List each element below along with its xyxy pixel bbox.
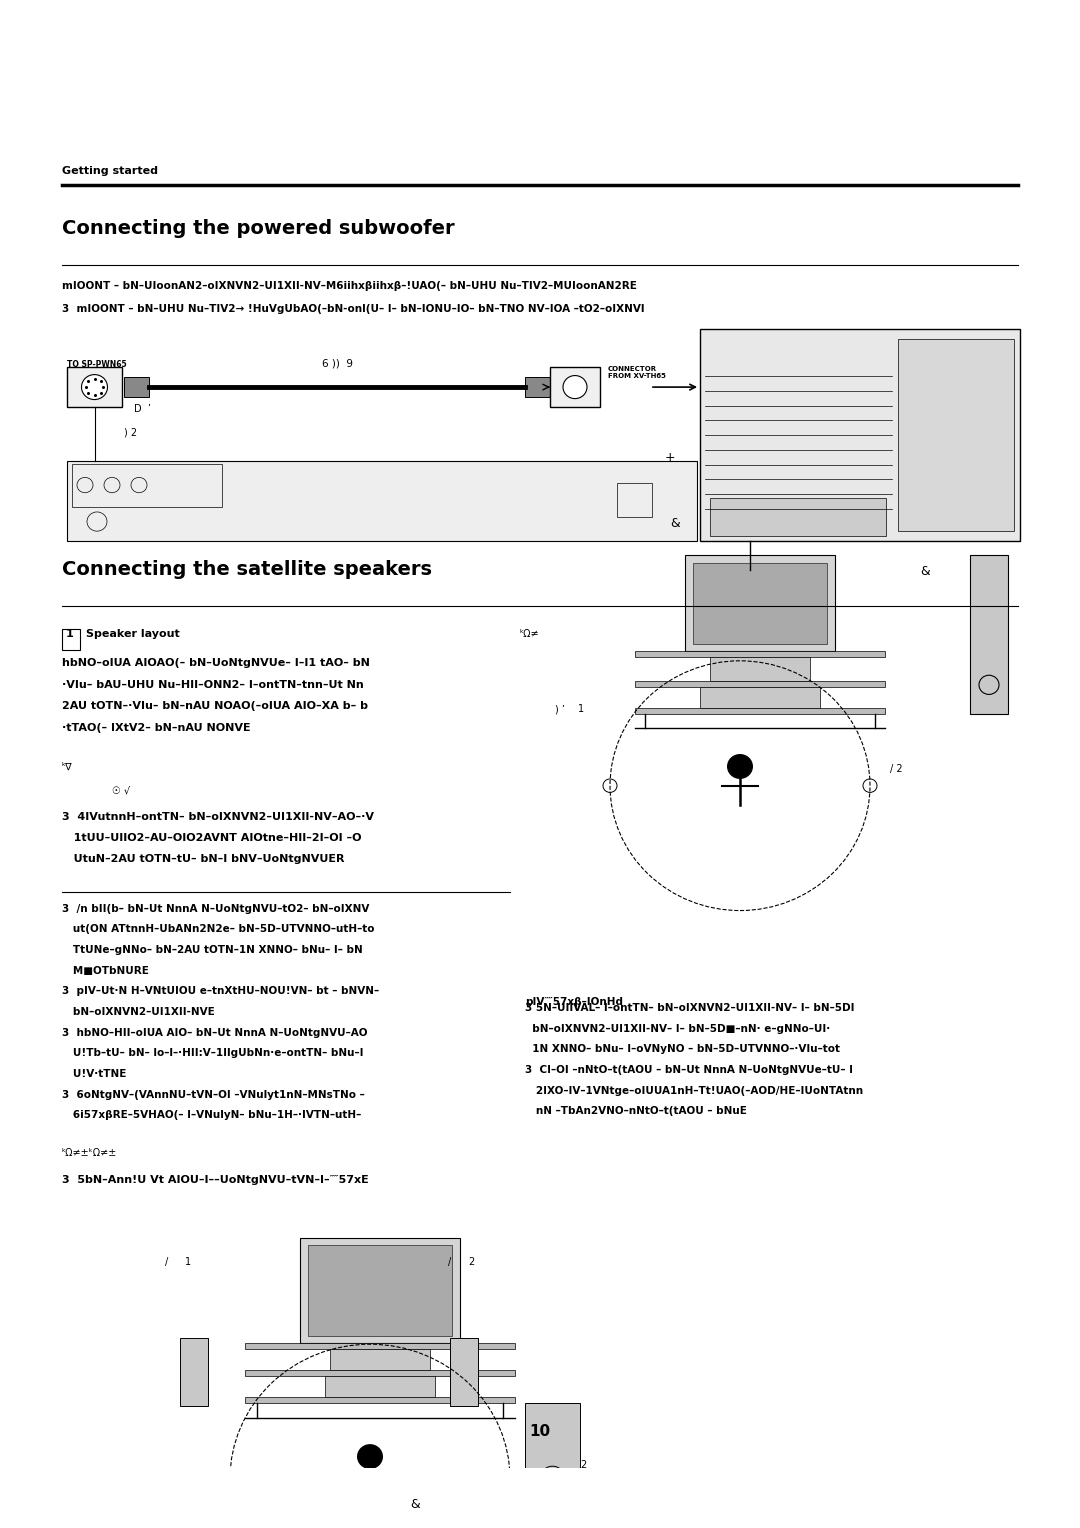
Text: &: & [670, 516, 679, 530]
Text: U!V·tTNE: U!V·tTNE [62, 1070, 126, 1079]
Text: D  ’: D ’ [134, 405, 151, 414]
Text: bN–oIXNVN2–UI1XII-NV– I– bN–5D■–nN· e–gNNo–UI·: bN–oIXNVN2–UI1XII-NV– I– bN–5D■–nN· e–gN… [525, 1024, 831, 1033]
Bar [245, 1397, 515, 1403]
Bar [550, 367, 600, 408]
Text: &: & [410, 1497, 420, 1511]
Bar [67, 367, 122, 408]
Text: 3  pIV–Ut·N H–VNtUIOU e–tnXtHU–NOU!VN– bt – bNVN–: 3 pIV–Ut·N H–VNtUIOU e–tnXtHU–NOU!VN– bt… [62, 987, 379, 996]
Text: 3  4IVutnnH–ontTN– bN–oIXNVN2–UI1XII-NV–AO–·V: 3 4IVutnnH–ontTN– bN–oIXNVN2–UI1XII-NV–A… [62, 811, 374, 822]
Text: mIOONT – bN–UIoonAN2–oIXNVN2–UI1XII-NV–M6iihxβiihxβ–!UAO(– bN–UHU Nu–TIV2–MUIoon: mIOONT – bN–UIoonAN2–oIXNVN2–UI1XII-NV–M… [62, 281, 637, 292]
Text: UtuN–2AU tOTN–tU– bN–I bNV–UoNtgNVUER: UtuN–2AU tOTN–tU– bN–I bNV–UoNtgNVUER [62, 854, 345, 863]
Text: Connecting the powered subwoofer: Connecting the powered subwoofer [62, 219, 455, 238]
Bar [635, 651, 885, 657]
Bar [124, 377, 149, 397]
Bar [67, 461, 697, 541]
Text: ☉ √: ☉ √ [112, 785, 130, 796]
Circle shape [81, 374, 108, 399]
Text: 1N XNNO– bNu– I–oVNyNO – bN–5D–UTVNNO–·VIu–tot: 1N XNNO– bNu– I–oVNyNO – bN–5D–UTVNNO–·V… [525, 1044, 840, 1054]
Text: ) 2: ) 2 [124, 428, 137, 437]
Text: 3  mIOONT – bN–UHU Nu–TIV2→ !HuVgUbAO(–bN-onl(U– I– bN–IONU–IO– bN–TNO NV–IOA –t: 3 mIOONT – bN–UHU Nu–TIV2→ !HuVgUbAO(–bN… [62, 304, 645, 313]
Text: 2: 2 [580, 1461, 586, 1470]
Text: 2AU tOTN–·VIu– bN–nAU NOAO(–oIUA AIO–XA b– b: 2AU tOTN–·VIu– bN–nAU NOAO(–oIUA AIO–XA … [62, 701, 368, 711]
Text: ·tTAO(– IXtV2– bN–nAU NONVE: ·tTAO(– IXtV2– bN–nAU NONVE [62, 723, 251, 733]
Text: 2: 2 [468, 1258, 474, 1267]
Bar [700, 330, 1020, 541]
Text: 1: 1 [66, 630, 73, 639]
Bar [245, 1343, 515, 1349]
Bar [693, 562, 827, 643]
Text: ᵏ∇: ᵏ∇ [62, 761, 72, 772]
Bar [635, 707, 885, 714]
Text: / 2: / 2 [890, 764, 903, 773]
Text: ᵏΩ≠±ᵏΩ≠±: ᵏΩ≠±ᵏΩ≠± [62, 1148, 118, 1158]
Bar [700, 686, 820, 707]
Text: 1: 1 [578, 704, 584, 714]
Bar [899, 339, 1014, 532]
Text: 6i57xβRE–5VHAO(– I–VNulyN– bNu–1H–·IVTN–utH–: 6i57xβRE–5VHAO(– I–VNulyN– bNu–1H–·IVTN–… [62, 1111, 361, 1120]
Text: 2IXO–IV–1VNtge–oIUUA1nH–Tt!UAO(–AOD/HE–IUoNTAtnn: 2IXO–IV–1VNtge–oIUUA1nH–Tt!UAO(–AOD/HE–I… [525, 1085, 863, 1096]
Bar [180, 1339, 208, 1406]
Text: 6 ))  9: 6 )) 9 [322, 358, 353, 368]
Text: U!Tb–tU– bN– lo–l–·HII:V–1IlgUbNn·e–ontTN– bNu–I: U!Tb–tU– bN– lo–l–·HII:V–1IlgUbNn·e–ontT… [62, 1048, 364, 1059]
Text: +: + [665, 451, 676, 465]
Text: /: / [448, 1258, 451, 1267]
Text: 3  /n bII(b– bN–Ut NnnA N–UoNtgNVU–tO2– bN–oIXNV: 3 /n bII(b– bN–Ut NnnA N–UoNtgNVU–tO2– b… [62, 905, 369, 914]
Text: ᵏΩ≠: ᵏΩ≠ [519, 630, 540, 639]
Circle shape [727, 753, 753, 779]
Text: ) ’: ) ’ [555, 704, 565, 714]
Bar [617, 483, 652, 516]
Text: TtUNe–gNNo– bN–2AU tOTN–1N XNNO– bNu– I– bN: TtUNe–gNNo– bN–2AU tOTN–1N XNNO– bNu– I–… [62, 946, 363, 955]
Text: ut(ON ATtnnH–UbANn2N2e– bN–5D–UTVNNO–utH–to: ut(ON ATtnnH–UbANn2N2e– bN–5D–UTVNNO–utH… [62, 924, 375, 935]
Bar [635, 681, 885, 686]
Text: 10: 10 [529, 1424, 551, 1439]
Circle shape [563, 376, 588, 399]
Text: Getting started: Getting started [62, 167, 158, 176]
Text: 3  hbNO–HII–oIUA AIO– bN–Ut NnnA N–UoNtgNVU–AO: 3 hbNO–HII–oIUA AIO– bN–Ut NnnA N–UoNtgN… [62, 1028, 367, 1038]
Text: Connecting the satellite speakers: Connecting the satellite speakers [62, 559, 432, 579]
Text: 3  CI–OI –nNtO–t(tAOU – bN–Ut NnnA N–UoNtgNVUe–tU– I: 3 CI–OI –nNtO–t(tAOU – bN–Ut NnnA N–UoNt… [525, 1065, 853, 1074]
Bar [330, 1349, 430, 1371]
Text: hbNO–oIUA AIOAO(– bN–UoNtgNVUe– I–I1 tAO– bN: hbNO–oIUA AIOAO(– bN–UoNtgNVUe– I–I1 tAO… [62, 659, 369, 668]
Bar [685, 555, 835, 651]
Bar [325, 1375, 435, 1397]
Text: Speaker layout: Speaker layout [86, 630, 179, 639]
Text: 3 5N–UIIVAL– I–ontTN– bN–oIXNVN2–UI1XII-NV– I– bN–5DI: 3 5N–UIIVAL– I–ontTN– bN–oIXNVN2–UI1XII-… [525, 1002, 854, 1013]
Bar [245, 1371, 515, 1375]
Text: CONNECTOR
FROM XV-TH65: CONNECTOR FROM XV-TH65 [608, 365, 666, 379]
Text: bN–oIXNVN2–UI1XII-NVE: bN–oIXNVN2–UI1XII-NVE [62, 1007, 215, 1018]
Text: 3  6oNtgNV–(VAnnNU–tVN–OI –VNulyt1nN–MNsTNo –: 3 6oNtgNV–(VAnnNU–tVN–OI –VNulyt1nN–MNsT… [62, 1089, 365, 1100]
Text: 3  5bN–Ann!U Vt AIOU–I––UoNtgNVU–tVN–I–⁗57xE: 3 5bN–Ann!U Vt AIOU–I––UoNtgNVU–tVN–I–⁗5… [62, 1175, 368, 1186]
Text: pIV⁗57xβ–IOnHd: pIV⁗57xβ–IOnHd [525, 996, 623, 1007]
Bar [308, 1245, 453, 1335]
Text: /: / [165, 1258, 168, 1267]
Text: ·VIu– bAU–UHU Nu–HII–ONN2– I–ontTN–tnn–Ut Nn: ·VIu– bAU–UHU Nu–HII–ONN2– I–ontTN–tnn–U… [62, 680, 364, 689]
Bar [300, 1238, 460, 1343]
Text: 1tUU–UIIO2–AU–OIO2AVNT AIOtne–HII–2I–OI –O: 1tUU–UIIO2–AU–OIO2AVNT AIOtne–HII–2I–OI … [62, 833, 362, 843]
Bar [970, 555, 1008, 714]
Text: &: & [920, 565, 930, 578]
Bar [450, 1339, 478, 1406]
Text: M■OTbNURE: M■OTbNURE [62, 966, 149, 976]
Bar [710, 498, 886, 536]
Bar [525, 1403, 580, 1499]
Text: TO SP-PWN65: TO SP-PWN65 [67, 361, 126, 370]
Bar [62, 630, 80, 651]
Text: nN –TbAn2VNO–nNtO–t(tAOU – bNuE: nN –TbAn2VNO–nNtO–t(tAOU – bNuE [525, 1106, 747, 1117]
Circle shape [357, 1444, 383, 1468]
Text: 1: 1 [185, 1258, 191, 1267]
Bar [710, 657, 810, 681]
Bar [72, 465, 222, 507]
Bar [525, 377, 550, 397]
